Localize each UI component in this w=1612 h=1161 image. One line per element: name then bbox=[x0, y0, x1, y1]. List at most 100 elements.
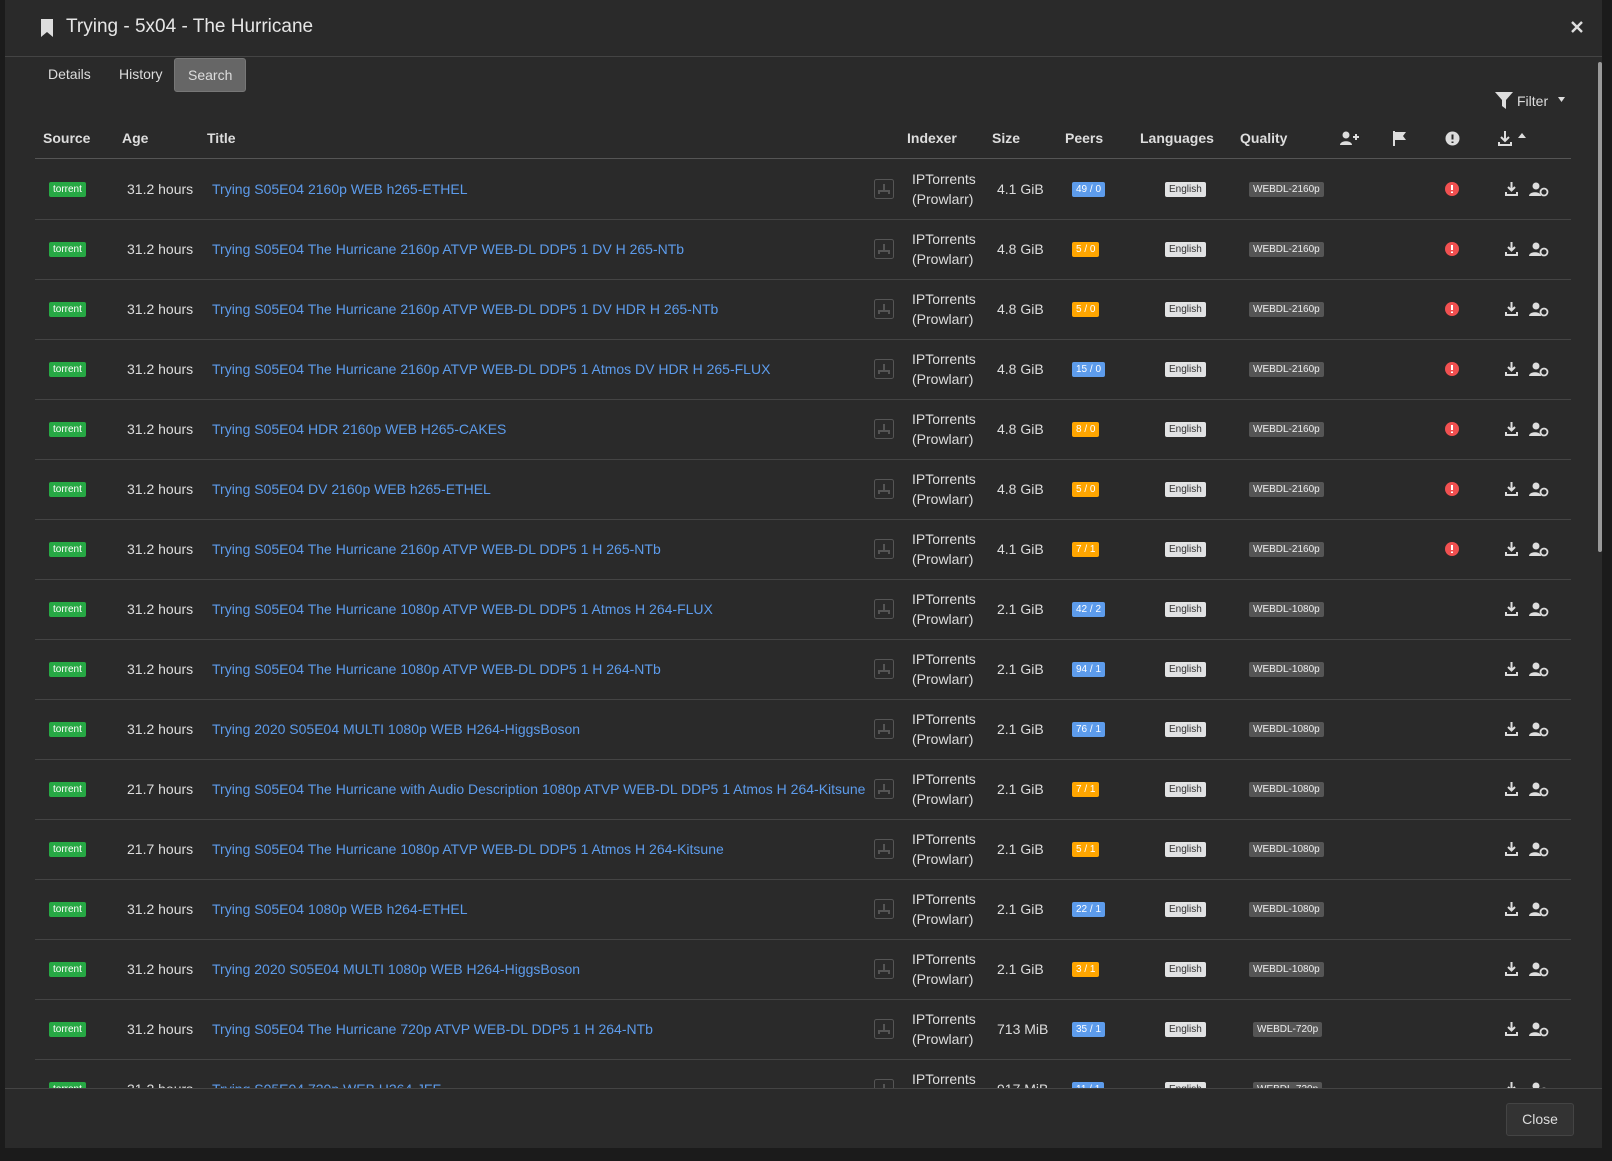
download-icon[interactable] bbox=[1505, 579, 1518, 639]
info-icon[interactable] bbox=[874, 939, 894, 999]
download-icon[interactable] bbox=[1505, 939, 1518, 999]
override-download-icon[interactable] bbox=[1529, 219, 1549, 279]
release-title[interactable]: Trying S05E04 The Hurricane 720p ATVP WE… bbox=[212, 1021, 653, 1037]
download-icon[interactable] bbox=[1505, 399, 1518, 459]
release-title[interactable]: Trying S05E04 The Hurricane 2160p ATVP W… bbox=[212, 241, 685, 257]
override-download-icon[interactable] bbox=[1529, 399, 1549, 459]
override-download-icon[interactable] bbox=[1529, 1059, 1549, 1088]
column-header[interactable]: Age bbox=[122, 130, 149, 146]
download-icon[interactable] bbox=[1505, 459, 1518, 519]
rejection-icon[interactable] bbox=[1445, 519, 1459, 579]
download-icon[interactable] bbox=[1505, 879, 1518, 939]
indexer-cell: IPTorrents (Prowlarr) bbox=[912, 999, 992, 1059]
info-icon[interactable] bbox=[874, 339, 894, 399]
release-title[interactable]: Trying S05E04 2160p WEB h265-ETHEL bbox=[212, 181, 468, 197]
age-cell: 31.2 hours bbox=[127, 399, 193, 459]
release-title[interactable]: Trying S05E04 The Hurricane 2160p ATVP W… bbox=[212, 361, 771, 377]
info-icon[interactable] bbox=[874, 639, 894, 699]
info-icon[interactable] bbox=[874, 159, 894, 219]
info-icon[interactable] bbox=[874, 579, 894, 639]
size: 917 MiB bbox=[997, 1081, 1048, 1088]
override-download-icon[interactable] bbox=[1529, 939, 1549, 999]
info-icon[interactable] bbox=[874, 1059, 894, 1088]
info-icon[interactable] bbox=[874, 759, 894, 819]
indexer: IPTorrents (Prowlarr) bbox=[912, 291, 976, 327]
download-icon[interactable] bbox=[1505, 1059, 1518, 1088]
override-download-icon[interactable] bbox=[1529, 819, 1549, 879]
override-download-icon[interactable] bbox=[1529, 159, 1549, 219]
rejection-icon[interactable] bbox=[1445, 279, 1459, 339]
download-header-icon[interactable] bbox=[1498, 131, 1528, 146]
override-download-icon[interactable] bbox=[1529, 639, 1549, 699]
download-icon[interactable] bbox=[1505, 519, 1518, 579]
add-user-header-icon[interactable] bbox=[1340, 131, 1360, 146]
download-icon[interactable] bbox=[1505, 159, 1518, 219]
release-title[interactable]: Trying S05E04 The Hurricane 2160p ATVP W… bbox=[212, 541, 661, 557]
release-title[interactable]: Trying S05E04 The Hurricane 1080p ATVP W… bbox=[212, 661, 661, 677]
release-title[interactable]: Trying S05E04 HDR 2160p WEB H265-CAKES bbox=[212, 421, 507, 437]
override-download-icon[interactable] bbox=[1529, 579, 1549, 639]
size: 2.1 GiB bbox=[997, 901, 1044, 917]
rejection-icon[interactable] bbox=[1445, 339, 1459, 399]
rejection-icon[interactable] bbox=[1445, 399, 1459, 459]
release-title[interactable]: Trying S05E04 DV 2160p WEB h265-ETHEL bbox=[212, 481, 491, 497]
download-icon[interactable] bbox=[1505, 219, 1518, 279]
override-download-icon[interactable] bbox=[1529, 459, 1549, 519]
tab[interactable]: Details bbox=[48, 66, 91, 82]
info-icon[interactable] bbox=[874, 459, 894, 519]
column-header[interactable]: Languages bbox=[1140, 130, 1214, 146]
download-icon[interactable] bbox=[1505, 699, 1518, 759]
download-icon[interactable] bbox=[1505, 999, 1518, 1059]
release-title[interactable]: Trying 2020 S05E04 MULTI 1080p WEB H264-… bbox=[212, 961, 581, 977]
override-download-icon[interactable] bbox=[1529, 279, 1549, 339]
override-download-icon[interactable] bbox=[1529, 699, 1549, 759]
release-title[interactable]: Trying S05E04 The Hurricane 1080p ATVP W… bbox=[212, 601, 713, 617]
release-title[interactable]: Trying S05E04 The Hurricane 2160p ATVP W… bbox=[212, 301, 719, 317]
column-header[interactable]: Quality bbox=[1240, 130, 1288, 146]
release-title[interactable]: Trying S05E04 720p WEB H264-JFF bbox=[212, 1081, 441, 1088]
download-icon[interactable] bbox=[1505, 279, 1518, 339]
info-icon[interactable] bbox=[874, 219, 894, 279]
column-header[interactable]: Title bbox=[207, 130, 236, 146]
release-title[interactable]: Trying S05E04 The Hurricane 1080p ATVP W… bbox=[212, 841, 724, 857]
info-icon[interactable] bbox=[874, 819, 894, 879]
release-title[interactable]: Trying S05E04 The Hurricane with Audio D… bbox=[212, 781, 866, 797]
column-header[interactable]: Peers bbox=[1065, 130, 1104, 146]
scrollbar[interactable] bbox=[1598, 62, 1602, 552]
info-icon[interactable] bbox=[874, 519, 894, 579]
override-download-icon[interactable] bbox=[1529, 519, 1549, 579]
download-icon[interactable] bbox=[1505, 339, 1518, 399]
rejection-icon[interactable] bbox=[1445, 159, 1459, 219]
tab[interactable]: Search bbox=[174, 58, 247, 92]
override-download-icon[interactable] bbox=[1529, 999, 1549, 1059]
flag-header-icon[interactable] bbox=[1393, 131, 1407, 146]
indexer-cell: IPTorrents (Prowlarr) bbox=[912, 459, 992, 519]
override-download-icon[interactable] bbox=[1529, 759, 1549, 819]
release-title[interactable]: Trying S05E04 1080p WEB h264-ETHEL bbox=[212, 901, 468, 917]
close-button[interactable]: Close bbox=[1506, 1103, 1574, 1136]
override-download-icon-glyph bbox=[1529, 302, 1549, 316]
rejection-header-icon[interactable] bbox=[1445, 131, 1460, 146]
filter-icon[interactable] bbox=[1495, 92, 1513, 109]
info-icon[interactable] bbox=[874, 399, 894, 459]
release-title[interactable]: Trying 2020 S05E04 MULTI 1080p WEB H264-… bbox=[212, 721, 581, 737]
info-icon[interactable] bbox=[874, 699, 894, 759]
close-x[interactable] bbox=[1570, 20, 1584, 34]
column-header[interactable]: Source bbox=[43, 130, 91, 146]
info-icon[interactable] bbox=[874, 279, 894, 339]
download-icon[interactable] bbox=[1505, 639, 1518, 699]
download-icon[interactable] bbox=[1505, 759, 1518, 819]
tab[interactable]: History bbox=[119, 66, 163, 82]
filter-label[interactable]: Filter bbox=[1517, 93, 1549, 109]
rejection-icon[interactable] bbox=[1445, 219, 1459, 279]
info-icon[interactable] bbox=[874, 879, 894, 939]
download-icon[interactable] bbox=[1505, 819, 1518, 879]
override-download-icon[interactable] bbox=[1529, 339, 1549, 399]
column-header[interactable]: Indexer bbox=[907, 130, 957, 146]
rejection-icon[interactable] bbox=[1445, 459, 1459, 519]
override-download-icon[interactable] bbox=[1529, 879, 1549, 939]
indexer-cell: IPTorrents (Prowlarr) bbox=[912, 639, 992, 699]
column-header[interactable]: Size bbox=[992, 130, 1021, 146]
info-icon[interactable] bbox=[874, 999, 894, 1059]
age-cell: 31.2 hours bbox=[127, 999, 193, 1059]
